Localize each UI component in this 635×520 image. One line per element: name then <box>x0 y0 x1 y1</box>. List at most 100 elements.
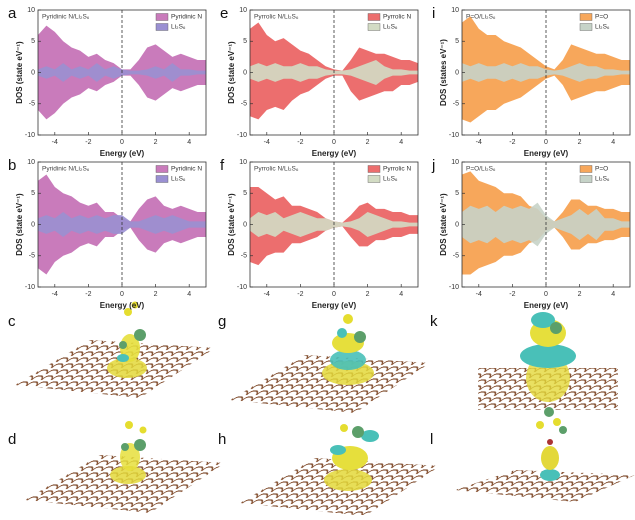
legend-label: Li₂S₆ <box>171 176 186 183</box>
x-tick-label: 4 <box>399 139 403 146</box>
legend-swatch <box>580 14 592 21</box>
legend-label: Li₂S₆ <box>595 176 610 183</box>
x-axis-label: Energy (eV) <box>100 149 145 158</box>
dos-chart: i-10-50510-4-2024Energy (eV)DOS (states … <box>432 5 630 158</box>
legend-swatch <box>156 14 168 21</box>
y-axis-label: DOS (state eV⁻¹) <box>227 41 236 104</box>
legend-label: Li₂S₆ <box>383 24 398 31</box>
panel-label: i <box>432 5 435 22</box>
x-tick-label: -2 <box>85 291 91 298</box>
x-tick-label: -2 <box>85 139 91 146</box>
x-tick-label: -2 <box>297 139 303 146</box>
x-tick-label: 0 <box>332 291 336 298</box>
y-tick-label: -10 <box>237 132 247 139</box>
y-tick-label: 5 <box>455 190 459 197</box>
x-tick-label: -4 <box>476 291 482 298</box>
y-tick-label: 5 <box>455 38 459 45</box>
structure-k <box>478 312 618 410</box>
y-tick-label: 0 <box>455 69 459 76</box>
y-tick-label: -10 <box>25 132 35 139</box>
annotation: P=O/Li₂S₆ <box>466 166 496 173</box>
x-tick-label: 4 <box>187 291 191 298</box>
panel-label: a <box>8 5 17 22</box>
y-tick-label: 0 <box>31 221 35 228</box>
legend-swatch <box>368 176 380 183</box>
y-axis-label: DOS (state eV⁻¹) <box>15 193 24 256</box>
legend-swatch <box>580 166 592 173</box>
annotation: Pyrrolic N/Li₂S₆ <box>254 166 299 173</box>
x-tick-label: 0 <box>544 291 548 298</box>
x-tick-label: 0 <box>332 139 336 146</box>
y-tick-label: -5 <box>453 101 459 108</box>
x-tick-label: 4 <box>611 291 615 298</box>
y-axis-label: DOS (state eV⁻¹) <box>15 41 24 104</box>
legend-label: Pyrrolic N <box>383 166 411 173</box>
y-tick-label: 0 <box>455 221 459 228</box>
y-tick-label: 10 <box>239 7 247 14</box>
y-axis-label: DOS (state eV⁻¹) <box>227 193 236 256</box>
panel-label: b <box>8 157 16 174</box>
x-tick-label: -4 <box>52 291 58 298</box>
structure-d <box>25 421 225 513</box>
y-axis-label: DOS (states eV⁻¹) <box>439 39 448 106</box>
x-tick-label: 0 <box>120 139 124 146</box>
dos-chart: b-10-50510-4-2024Energy (eV)DOS (state e… <box>8 157 206 310</box>
x-tick-label: 2 <box>154 139 158 146</box>
x-tick-label: -2 <box>509 291 515 298</box>
panel-label: l <box>430 431 433 448</box>
y-tick-label: -5 <box>29 253 35 260</box>
annotation: Pyridinic N/Li₂S₆ <box>42 14 90 21</box>
x-tick-label: 2 <box>578 291 582 298</box>
x-tick-label: 4 <box>399 291 403 298</box>
legend-swatch <box>156 24 168 31</box>
y-tick-label: -10 <box>237 284 247 291</box>
legend-label: Pyridinic N <box>171 14 202 21</box>
y-tick-label: -10 <box>449 132 459 139</box>
x-axis-label: Energy (eV) <box>100 301 145 310</box>
x-axis-label: Energy (eV) <box>312 149 357 158</box>
x-tick-label: -4 <box>476 139 482 146</box>
y-tick-label: 10 <box>27 159 35 166</box>
y-tick-label: 0 <box>243 69 247 76</box>
x-tick-label: 2 <box>578 139 582 146</box>
structure-c <box>15 302 215 399</box>
x-tick-label: 2 <box>366 139 370 146</box>
annotation: Pyrrolic N/Li₂S₆ <box>254 14 299 21</box>
x-tick-label: 0 <box>544 139 548 146</box>
x-tick-label: -2 <box>509 139 515 146</box>
y-axis-label: DOS (state eV⁻¹) <box>439 193 448 256</box>
y-tick-label: 10 <box>451 7 459 14</box>
y-tick-label: -5 <box>29 101 35 108</box>
y-tick-label: 5 <box>31 190 35 197</box>
legend-label: Li₂S₆ <box>383 176 398 183</box>
panel-label: j <box>431 157 435 174</box>
panel-label: g <box>218 313 226 330</box>
dos-chart: j-10-50510-4-2024Energy (eV)DOS (state e… <box>431 157 630 310</box>
legend-swatch <box>580 176 592 183</box>
y-tick-label: 10 <box>27 7 35 14</box>
x-tick-label: 4 <box>187 139 191 146</box>
legend-swatch <box>368 14 380 21</box>
panel-label: e <box>220 5 228 22</box>
y-tick-label: 0 <box>243 221 247 228</box>
x-tick-label: -4 <box>52 139 58 146</box>
y-tick-label: -10 <box>25 284 35 291</box>
y-tick-label: -5 <box>453 253 459 260</box>
x-tick-label: 2 <box>366 291 370 298</box>
panel-label: f <box>220 157 225 174</box>
dos-chart: a-10-50510-4-2024Energy (eV)DOS (state e… <box>8 5 206 158</box>
y-tick-label: -5 <box>241 253 247 260</box>
y-tick-label: 5 <box>31 38 35 45</box>
x-axis-label: Energy (eV) <box>312 301 357 310</box>
legend-swatch <box>156 166 168 173</box>
panel-label: d <box>8 431 16 448</box>
y-tick-label: -5 <box>241 101 247 108</box>
annotation: P=O/Li₂S₆ <box>466 14 496 21</box>
x-tick-label: -4 <box>264 291 270 298</box>
y-tick-label: 10 <box>451 159 459 166</box>
x-tick-label: -4 <box>264 139 270 146</box>
x-tick-label: 2 <box>154 291 158 298</box>
structure-h <box>240 424 440 515</box>
y-tick-label: -10 <box>449 284 459 291</box>
